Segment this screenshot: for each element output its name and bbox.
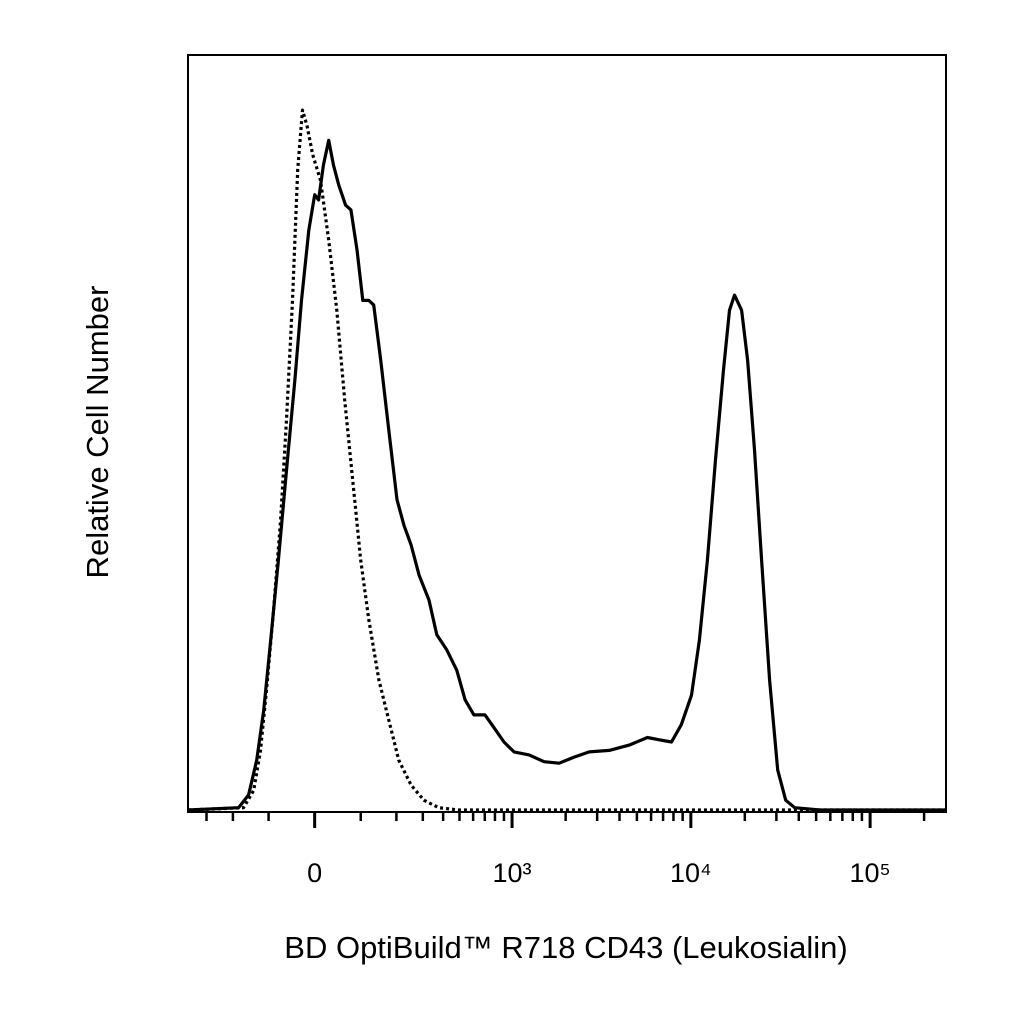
histogram-line xyxy=(187,108,946,812)
x-tick-label: 10⁵ xyxy=(850,858,891,888)
plot-frame xyxy=(187,54,947,813)
y-axis-label: Relative Cell Number xyxy=(80,286,115,579)
x-tick-label: 0 xyxy=(307,858,322,888)
x-tick-label: 10⁴ xyxy=(670,858,712,888)
histogram-line xyxy=(187,138,946,812)
x-tick-label: 10³ xyxy=(493,858,532,888)
x-axis-label: BD OptiBuild™ R718 CD43 (Leukosialin) xyxy=(284,930,847,965)
